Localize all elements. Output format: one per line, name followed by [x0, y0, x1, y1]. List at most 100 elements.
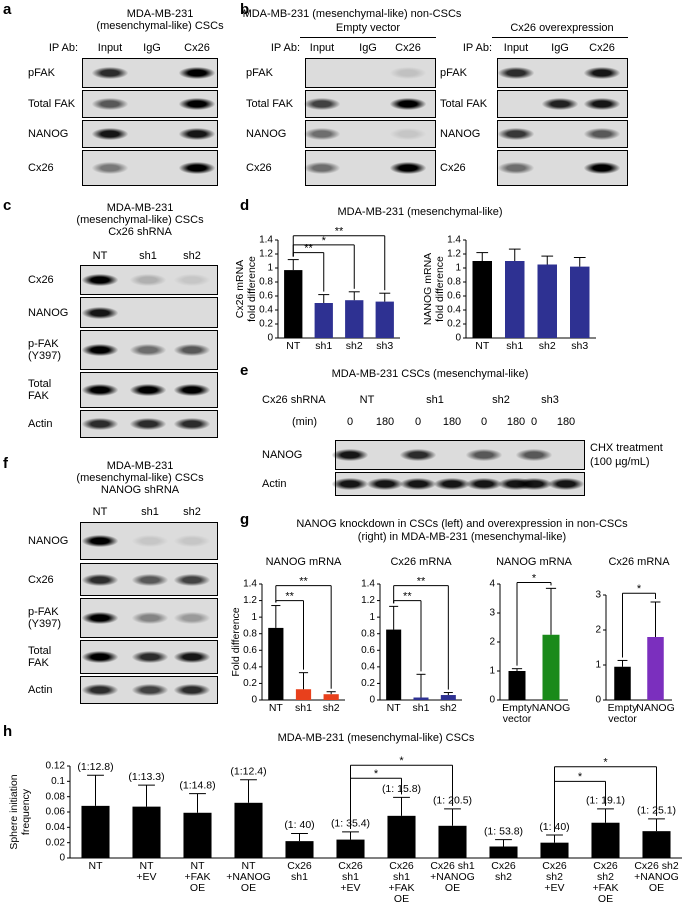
category-label-box: NT — [88, 861, 103, 872]
bar — [647, 637, 664, 700]
significance: * — [578, 771, 583, 783]
row-label: Total FAK — [28, 378, 52, 402]
category-label-box: Empty vector — [494, 703, 540, 725]
y-tick-label: 0 — [59, 853, 65, 864]
y-tick-label: 0.6 — [447, 291, 461, 302]
band — [130, 274, 166, 286]
y-tick-label: 0 — [489, 695, 495, 706]
y-tick-label: 0 — [267, 333, 273, 344]
row-label: pFAK — [28, 67, 55, 79]
band — [174, 684, 210, 696]
row-label: Total FAK — [28, 645, 52, 669]
y-axis-label: frequency — [20, 788, 32, 835]
row-label: pFAK — [440, 67, 467, 79]
group-label: sh3 — [541, 394, 559, 406]
category-label-box: NT — [475, 341, 490, 352]
band — [584, 162, 620, 174]
ratio-label: (1: 53.8) — [484, 825, 523, 837]
time-label: (min) — [292, 416, 318, 428]
row-label: NANOG — [28, 128, 69, 140]
row-label: p-FAK (Y397) — [28, 338, 62, 362]
row-label: NANOG — [440, 128, 481, 140]
ratio-label: (1:12.8) — [77, 761, 113, 773]
y-tick-label: 2 — [489, 637, 495, 648]
bar — [268, 627, 284, 700]
category-wrap: NT — [374, 703, 413, 714]
category-wrap: sh2 — [525, 341, 570, 352]
category-label-box: NT — [272, 341, 315, 352]
band — [132, 684, 168, 696]
panel-title: MDA-MB-231 — [106, 202, 174, 214]
panel-title: Cx26 shRNA — [108, 226, 172, 238]
row-label: Cx26 — [246, 162, 272, 174]
y-tick-label: 1.4 — [243, 579, 257, 590]
significance: * — [532, 572, 537, 584]
ratio-label: (1:12.4) — [230, 766, 266, 778]
significance: * — [399, 755, 404, 767]
panel-title: (mesenchymal-like) CSCs — [76, 472, 204, 484]
panel-letter: c — [3, 197, 12, 214]
band — [367, 478, 403, 490]
band — [179, 128, 215, 140]
panel-letter: h — [3, 723, 13, 740]
y-tick-label: 1.2 — [243, 595, 257, 606]
time: 0 — [530, 416, 538, 428]
band — [174, 274, 210, 286]
time: 180 — [375, 416, 395, 428]
bar — [542, 634, 560, 700]
lane-label: IgG — [143, 42, 161, 54]
category-label: NT — [268, 703, 283, 714]
bar — [314, 303, 333, 338]
y-tick-label: 0.04 — [46, 822, 66, 833]
shrna-label: Cx26 shRNA — [262, 394, 326, 406]
bar — [183, 812, 212, 858]
y-tick-label: 0.8 — [361, 628, 375, 639]
category-label-box: sh2 — [346, 341, 363, 352]
group-label: NT — [359, 394, 375, 406]
y-tick-label: 0.4 — [259, 305, 273, 316]
band — [174, 418, 210, 430]
significance: ** — [417, 576, 426, 588]
category-label-box: sh1 — [413, 703, 430, 714]
panel-letter: g — [240, 511, 250, 528]
band — [82, 274, 118, 286]
group-rule — [492, 37, 628, 38]
lane-label: Cx26 — [589, 42, 615, 54]
category-wrap: Cx26 sh2 — [472, 861, 535, 883]
category-label: sh3 — [571, 341, 589, 352]
significance: * — [637, 583, 642, 595]
band — [132, 612, 168, 624]
category-label-box: NT — [268, 703, 283, 714]
category-wrap: NANOG — [633, 703, 678, 714]
category-wrap: Cx26 sh1 +FAK OE — [370, 861, 433, 905]
category-wrap: Empty vector — [494, 703, 540, 725]
lane-label: sh1 — [139, 250, 157, 262]
category-label: NT +NANOG OE — [226, 861, 271, 894]
category-label: Cx26 sh2 +NANOG OE — [634, 861, 679, 894]
y-axis-label: fold difference — [434, 256, 446, 322]
category-label-box: Cx26 sh1 +NANOG OE — [430, 861, 475, 894]
row-label: NANOG — [262, 449, 303, 461]
band — [304, 98, 340, 110]
significance: ** — [299, 576, 308, 588]
bar — [323, 694, 339, 700]
panel-letter: f — [3, 455, 8, 472]
category-wrap: NT — [272, 341, 315, 352]
row-label: Cx26 — [28, 274, 54, 286]
band — [174, 612, 210, 624]
category-label-box: sh1 — [506, 341, 523, 352]
category-wrap: sh1 — [284, 703, 324, 714]
category-wrap: sh1 — [303, 341, 346, 352]
y-tick-label: 0.2 — [361, 678, 375, 689]
band — [92, 98, 128, 110]
category-label: NT — [475, 341, 490, 352]
category-label: Cx26 sh1 +FAK OE — [388, 861, 415, 905]
panel-title: (mesenchymal-like) CSCs — [76, 214, 204, 226]
category-label: NT — [88, 861, 103, 872]
band — [542, 98, 578, 110]
category-wrap: Cx26 sh2 +EV — [523, 861, 586, 894]
panel-letter: d — [240, 197, 250, 214]
significance: ** — [403, 590, 412, 602]
band — [548, 478, 584, 490]
row-label: Cx26 — [28, 573, 54, 586]
